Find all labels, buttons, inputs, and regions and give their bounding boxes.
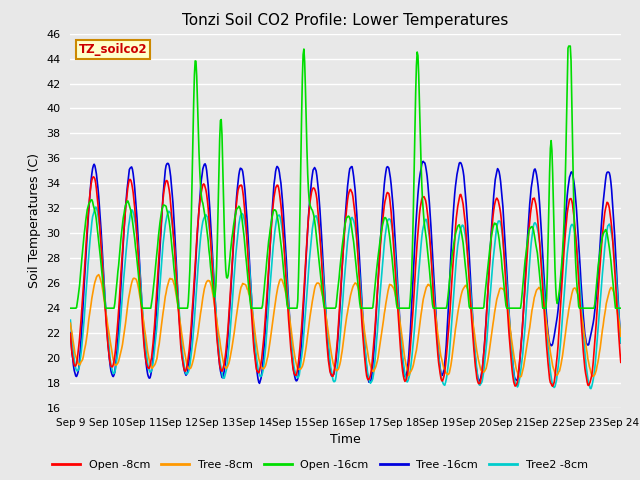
Tree -8cm — [190, 356, 198, 361]
Tree2 -8cm — [67, 317, 74, 323]
Open -16cm — [77, 273, 84, 279]
Tree -16cm — [430, 277, 438, 283]
Open -16cm — [413, 63, 420, 69]
Tree -8cm — [516, 374, 524, 380]
X-axis label: Time: Time — [330, 433, 361, 446]
Tree -16cm — [77, 347, 84, 352]
Tree -16cm — [413, 202, 421, 208]
Line: Open -16cm: Open -16cm — [70, 46, 621, 308]
Tree -8cm — [95, 272, 102, 277]
Open -8cm — [90, 174, 97, 180]
Open -16cm — [617, 305, 625, 311]
Line: Tree2 -8cm: Tree2 -8cm — [70, 207, 621, 389]
Tree -16cm — [419, 158, 427, 164]
Tree2 -8cm — [413, 290, 421, 296]
Open -16cm — [189, 137, 196, 143]
Text: TZ_soilco2: TZ_soilco2 — [79, 43, 147, 56]
Tree -16cm — [617, 340, 625, 346]
Open -8cm — [413, 240, 421, 245]
Tree2 -8cm — [92, 204, 99, 210]
Tree -8cm — [77, 361, 84, 367]
Open -8cm — [549, 384, 557, 389]
Tree2 -8cm — [190, 326, 198, 332]
Open -8cm — [190, 286, 198, 292]
Tree -8cm — [134, 282, 141, 288]
Tree2 -8cm — [77, 357, 84, 362]
Open -8cm — [67, 331, 74, 336]
Line: Open -8cm: Open -8cm — [70, 177, 621, 386]
Tree -16cm — [133, 216, 141, 221]
Tree2 -8cm — [429, 280, 437, 286]
Open -8cm — [134, 245, 141, 251]
Y-axis label: Soil Temperatures (C): Soil Temperatures (C) — [28, 153, 41, 288]
Tree -16cm — [189, 306, 196, 312]
Open -16cm — [565, 43, 573, 49]
Open -16cm — [67, 305, 74, 311]
Open -16cm — [218, 132, 226, 137]
Tree -8cm — [413, 342, 421, 348]
Tree2 -8cm — [587, 386, 595, 392]
Tree -8cm — [67, 320, 74, 326]
Tree2 -8cm — [134, 242, 141, 248]
Tree -16cm — [218, 374, 226, 380]
Tree2 -8cm — [617, 340, 625, 346]
Line: Tree -8cm: Tree -8cm — [70, 275, 621, 377]
Tree -16cm — [255, 381, 263, 386]
Open -8cm — [429, 289, 437, 295]
Line: Tree -16cm: Tree -16cm — [70, 161, 621, 384]
Tree -8cm — [617, 334, 625, 339]
Open -8cm — [77, 326, 84, 332]
Tree -8cm — [429, 296, 437, 301]
Open -16cm — [133, 258, 141, 264]
Title: Tonzi Soil CO2 Profile: Lower Temperatures: Tonzi Soil CO2 Profile: Lower Temperatur… — [182, 13, 509, 28]
Open -8cm — [219, 367, 227, 372]
Tree -8cm — [219, 356, 227, 362]
Open -16cm — [429, 301, 436, 307]
Legend: Open -8cm, Tree -8cm, Open -16cm, Tree -16cm, Tree2 -8cm: Open -8cm, Tree -8cm, Open -16cm, Tree -… — [47, 456, 593, 474]
Tree2 -8cm — [219, 374, 227, 380]
Tree -16cm — [67, 330, 74, 336]
Open -8cm — [617, 360, 625, 365]
